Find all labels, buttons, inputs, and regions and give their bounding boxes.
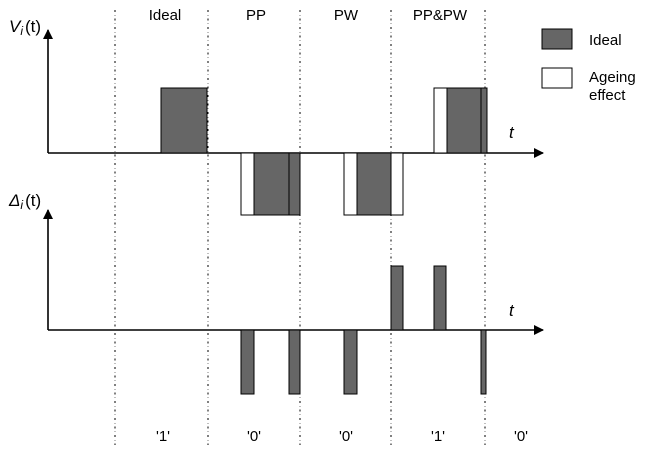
- ideal-pulse: [160, 87, 208, 154]
- legend-ageing-swatch: [541, 67, 573, 89]
- ideal-pulse: [288, 152, 301, 216]
- error-pulse: [240, 329, 255, 395]
- legend-ideal-swatch: [541, 28, 573, 50]
- section-label-pw: PW: [334, 7, 359, 24]
- section-label-pp-pw: PP&PW: [413, 7, 468, 24]
- ideal-pulse: [356, 152, 392, 216]
- legend: Ideal Ageing effect: [541, 28, 636, 104]
- section-label-ideal: Ideal: [149, 7, 182, 24]
- legend-ideal-label: Ideal: [589, 32, 622, 49]
- top-time-label: t: [509, 123, 515, 142]
- ideal-pulse: [446, 87, 482, 154]
- section-label-pp: PP: [246, 7, 266, 24]
- top-pulses: [160, 87, 488, 216]
- error-pulse: [433, 265, 447, 331]
- bit-label: '0': [247, 428, 261, 445]
- ideal-pulse: [253, 152, 290, 216]
- bit-label: '0': [514, 428, 528, 445]
- bottom-pulses: [240, 265, 487, 395]
- error-pulse: [288, 329, 301, 395]
- bottom-axis-label: Δi (t): [8, 191, 41, 212]
- legend-ageing-label-line1: Ageing: [589, 69, 636, 86]
- legend-ageing-label-line2: effect: [589, 87, 626, 104]
- error-pulse: [390, 265, 404, 331]
- bit-label: '1': [431, 428, 445, 445]
- error-pulse: [480, 329, 487, 395]
- ideal-pulse: [480, 87, 488, 154]
- bottom-time-label: t: [509, 301, 515, 320]
- bit-label: '1': [156, 428, 170, 445]
- top-axis-label: Vi (t): [9, 17, 41, 38]
- bit-label: '0': [339, 428, 353, 445]
- error-pulse: [343, 329, 358, 395]
